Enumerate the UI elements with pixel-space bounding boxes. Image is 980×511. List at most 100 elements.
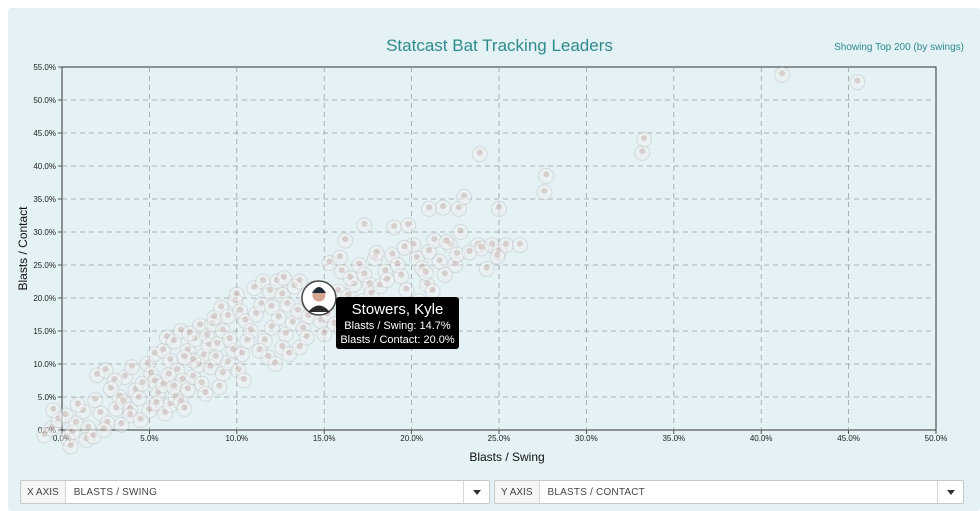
player-point bbox=[227, 293, 244, 310]
y-axis-select[interactable]: Y AXIS BLASTS / CONTACT bbox=[494, 480, 964, 504]
player-point bbox=[230, 362, 247, 379]
player-point bbox=[478, 260, 495, 277]
player-point bbox=[228, 286, 245, 303]
player-point bbox=[274, 286, 291, 303]
player-point bbox=[849, 74, 866, 91]
player-point bbox=[253, 296, 270, 313]
tooltip-y-value: Blasts / Contact: 20.0% bbox=[340, 334, 455, 346]
player-point bbox=[50, 412, 67, 429]
player-point bbox=[636, 131, 653, 148]
player-point bbox=[87, 392, 104, 409]
player-point bbox=[456, 189, 473, 206]
player-point bbox=[421, 243, 438, 260]
player-point bbox=[447, 257, 464, 273]
player-point bbox=[345, 276, 362, 293]
scatter-plot[interactable]: 0.0% 5.0% 10.0% 15.0% 20.0% 25.0% 30.0% 35.0% 40… bbox=[0, 0, 980, 480]
player-point bbox=[263, 319, 280, 336]
player-point bbox=[169, 362, 186, 379]
player-point bbox=[213, 299, 230, 316]
x-tick-label: 20.0% bbox=[400, 434, 423, 443]
player-point bbox=[232, 303, 249, 320]
player-point bbox=[274, 339, 291, 356]
player-point bbox=[435, 199, 452, 216]
player-point bbox=[186, 331, 203, 348]
player-point bbox=[419, 276, 436, 293]
player-point bbox=[214, 365, 231, 382]
player-point bbox=[372, 278, 389, 295]
player-point bbox=[298, 329, 315, 346]
player-point bbox=[366, 250, 383, 267]
player-point bbox=[277, 326, 294, 343]
player-point bbox=[122, 401, 139, 418]
player-point bbox=[421, 200, 438, 217]
y-axis-dropdown-toggle[interactable] bbox=[937, 481, 963, 503]
x-tick-label: 35.0% bbox=[662, 434, 685, 443]
x-axis-dropdown-toggle[interactable] bbox=[463, 481, 489, 503]
player-point bbox=[426, 232, 443, 249]
y-tick-label: 5.0% bbox=[38, 393, 56, 402]
player-point bbox=[172, 323, 189, 339]
player-point bbox=[461, 244, 478, 261]
player-point bbox=[484, 237, 501, 254]
player-point bbox=[473, 240, 490, 257]
player-point bbox=[279, 296, 296, 313]
player-point bbox=[398, 282, 415, 299]
player-point bbox=[199, 328, 216, 345]
player-point bbox=[43, 420, 60, 437]
player-jersey bbox=[307, 305, 330, 312]
player-point bbox=[774, 66, 791, 83]
player-point bbox=[116, 369, 133, 386]
player-point bbox=[356, 266, 373, 283]
player-point bbox=[143, 365, 160, 382]
player-point bbox=[146, 346, 163, 363]
y-tick-label: 10.0% bbox=[33, 360, 56, 369]
player-point bbox=[295, 321, 312, 338]
player-point bbox=[211, 379, 228, 396]
player-point bbox=[99, 415, 116, 432]
player-point bbox=[108, 400, 125, 417]
player-point bbox=[267, 356, 284, 372]
y-tick-label: 35.0% bbox=[33, 195, 56, 204]
player-point bbox=[174, 372, 191, 389]
player-point bbox=[111, 389, 128, 405]
player-point bbox=[333, 263, 350, 280]
player-point bbox=[449, 246, 466, 263]
player-point bbox=[130, 390, 147, 407]
player-point bbox=[176, 400, 193, 417]
player-point bbox=[214, 323, 231, 339]
x-axis-select-label: X AXIS bbox=[21, 481, 66, 503]
player-point bbox=[471, 146, 488, 163]
player-point bbox=[497, 237, 514, 254]
player-point bbox=[88, 367, 105, 384]
player-point bbox=[162, 396, 179, 413]
player-point bbox=[260, 349, 277, 366]
player-point bbox=[634, 144, 651, 161]
player-point bbox=[167, 389, 184, 405]
y-tick-label: 20.0% bbox=[33, 294, 56, 303]
player-point bbox=[139, 356, 156, 372]
player-point bbox=[491, 243, 507, 260]
player-point bbox=[115, 393, 132, 410]
player-point bbox=[436, 266, 453, 283]
player-point bbox=[74, 403, 91, 420]
x-axis-select[interactable]: X AXIS BLASTS / SWING bbox=[20, 480, 490, 504]
x-tick-label: 0.0% bbox=[53, 434, 71, 443]
y-axis-select-label: Y AXIS bbox=[495, 481, 540, 503]
player-point bbox=[172, 394, 189, 411]
player-point bbox=[269, 273, 286, 290]
player-point bbox=[195, 348, 212, 365]
player-point bbox=[209, 336, 226, 353]
x-tick-label: 50.0% bbox=[925, 434, 948, 443]
player-point bbox=[442, 237, 459, 254]
player-point bbox=[181, 325, 198, 342]
player-point bbox=[237, 313, 254, 330]
x-tick-label: 15.0% bbox=[313, 434, 336, 443]
player-point bbox=[450, 200, 467, 217]
player-point bbox=[67, 415, 84, 432]
player-point bbox=[206, 309, 223, 326]
player-point bbox=[431, 253, 448, 270]
x-tick-label: 25.0% bbox=[488, 434, 511, 443]
player-point bbox=[270, 309, 287, 326]
player-point bbox=[64, 424, 81, 441]
player-point bbox=[281, 346, 298, 363]
